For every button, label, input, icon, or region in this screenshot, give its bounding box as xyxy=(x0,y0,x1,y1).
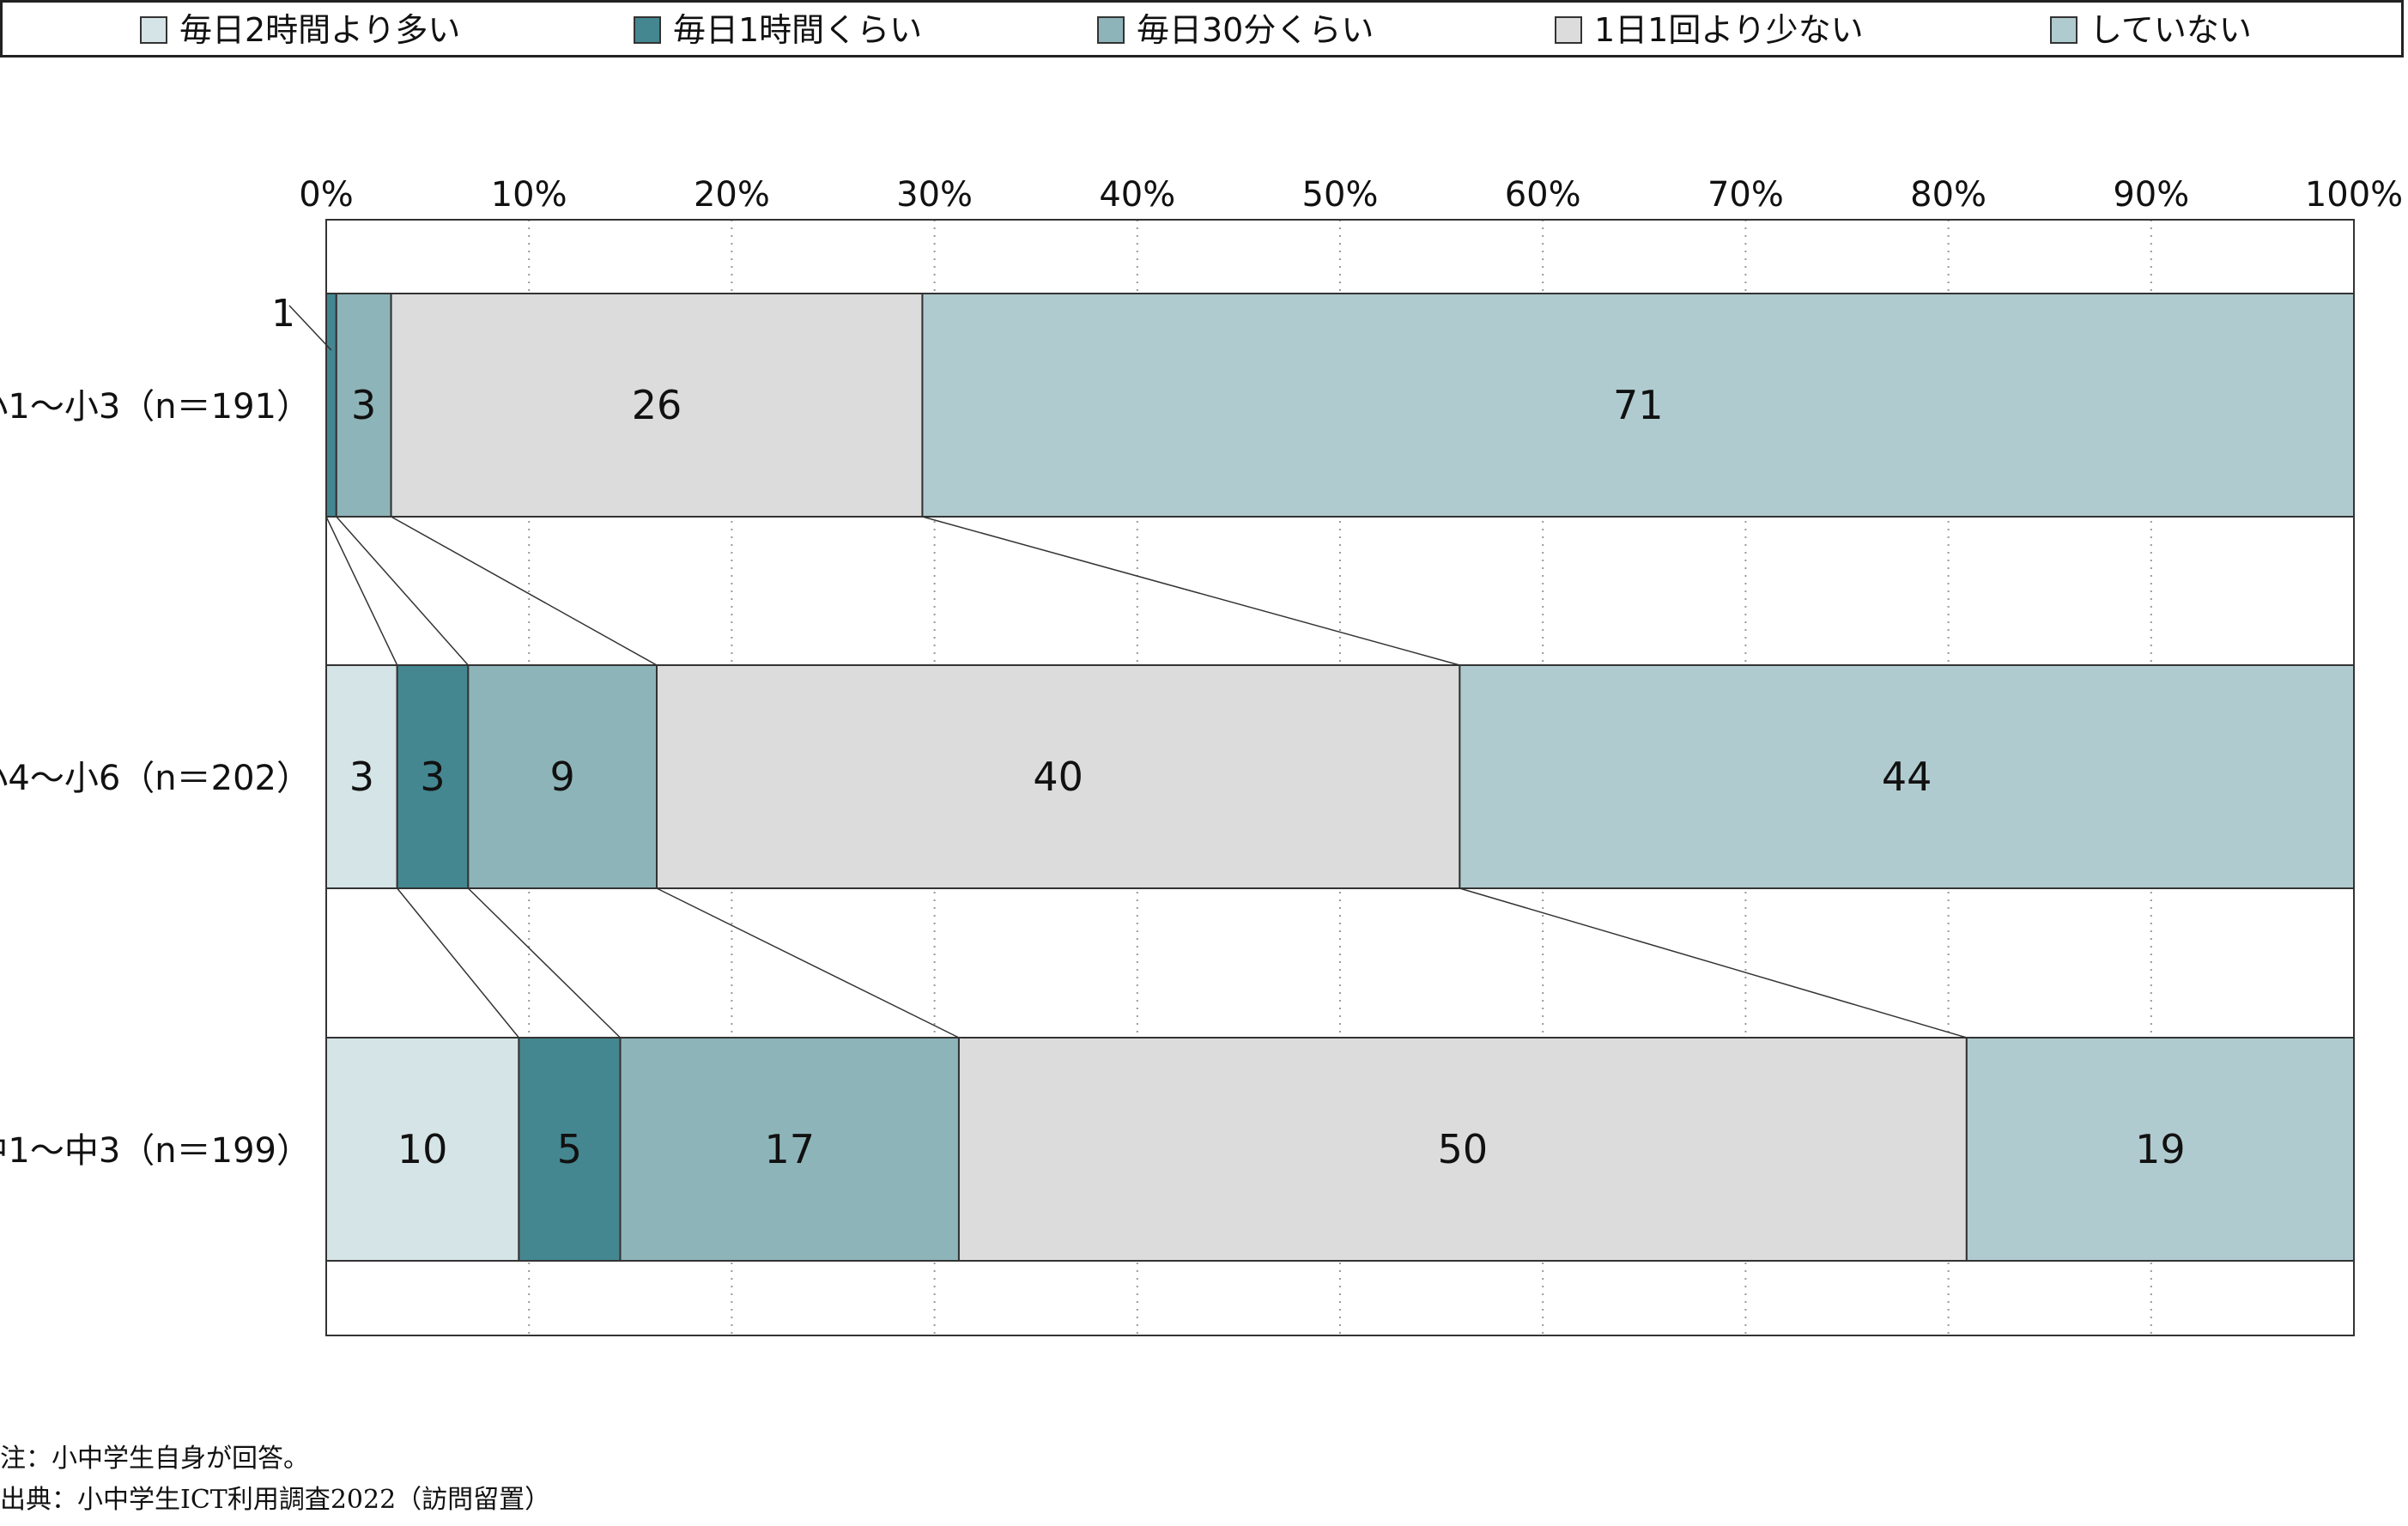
x-tick-label: 70% xyxy=(1707,175,1784,215)
legend-item-about-30min: 毎日30分くらい xyxy=(1097,11,1374,49)
legend-label: 毎日2時間より多い xyxy=(179,11,461,49)
category-label: 小4～小6（n＝202） xyxy=(0,759,311,798)
legend-item-less-than-once: 1日1回より少ない xyxy=(1555,11,1864,49)
data-label: 9 xyxy=(550,754,575,800)
x-tick-label: 80% xyxy=(1910,175,1986,215)
data-label: 40 xyxy=(1033,754,1083,800)
connector-line xyxy=(1459,887,1968,1039)
x-tick-label: 60% xyxy=(1505,175,1581,215)
data-label: 17 xyxy=(764,1126,815,1172)
bar-segment xyxy=(325,664,398,889)
x-axis-tick-labels: 0% 10% 20% 30% 40% 50% 60% 70% 80% 90% 100% xyxy=(299,175,2403,215)
category-label: 小1～小3（n＝191） xyxy=(0,387,311,427)
legend-swatch xyxy=(1097,16,1125,44)
legend-item-not-using: していない xyxy=(2050,11,2252,49)
data-label: 44 xyxy=(1882,754,1932,800)
connector-line xyxy=(391,516,658,666)
legend-swatch xyxy=(1555,16,1582,44)
bar-segment xyxy=(1965,1037,2355,1262)
x-tick-label: 10% xyxy=(491,175,567,215)
legend-item-about-1h: 毎日1時間くらい xyxy=(634,11,922,49)
connector-lines xyxy=(325,516,1968,1039)
connector-line xyxy=(656,887,960,1039)
annotation-label: 1 xyxy=(271,292,295,336)
bar-segment xyxy=(335,293,392,518)
x-tick-label: 20% xyxy=(694,175,770,215)
x-tick-label: 30% xyxy=(896,175,973,215)
plot-frame xyxy=(325,219,2355,1336)
bar-segment xyxy=(656,664,1461,889)
annotations: 1 xyxy=(271,292,332,351)
bar-segment xyxy=(619,1037,960,1262)
data-label: 3 xyxy=(351,382,376,428)
connector-line xyxy=(397,887,519,1039)
source-note: 出典：小中学生ICT利用調査2022（訪問留置） xyxy=(0,1485,551,1515)
legend-swatch xyxy=(140,16,167,44)
legend-label: していない xyxy=(2090,11,2252,49)
bar-segment xyxy=(325,293,337,518)
legend-swatch xyxy=(2050,16,2077,44)
annotation-leader-line xyxy=(288,305,332,351)
data-label: 5 xyxy=(557,1126,582,1172)
connector-line xyxy=(336,516,469,666)
legend: 毎日2時間より多い 毎日1時間くらい 毎日30分くらい 1日1回より少ない して… xyxy=(0,0,2404,58)
bar-segment xyxy=(325,1037,520,1262)
data-label: 3 xyxy=(349,754,374,800)
x-tick-label: 90% xyxy=(2113,175,2189,215)
x-tick-label: 40% xyxy=(1099,175,1175,215)
bar-segment xyxy=(390,293,924,518)
category-label: 中1～中3（n＝199） xyxy=(0,1131,311,1171)
y-axis-category-labels: 小1～小3（n＝191） 小4～小6（n＝202） 中1～中3（n＝199） xyxy=(0,387,311,1171)
data-label: 50 xyxy=(1438,1126,1489,1172)
data-label: 3 xyxy=(420,754,445,800)
connector-line xyxy=(325,516,398,666)
bars xyxy=(325,293,2355,1262)
data-label: 26 xyxy=(632,382,682,428)
data-label: 10 xyxy=(397,1126,448,1172)
data-label: 71 xyxy=(1613,382,1664,428)
bar-segment xyxy=(396,664,470,889)
connector-line xyxy=(922,516,1460,666)
data-label: 19 xyxy=(2135,1126,2186,1172)
bar-segment xyxy=(1459,664,2355,889)
x-tick-label: 50% xyxy=(1302,175,1379,215)
bar-segment xyxy=(921,293,2355,518)
footnote: 注：小中学生自身が回答。 xyxy=(0,1444,309,1474)
bar-segment xyxy=(467,664,658,889)
legend-swatch xyxy=(634,16,661,44)
connector-line xyxy=(467,887,622,1039)
legend-label: 1日1回より少ない xyxy=(1594,11,1864,49)
bar-segment xyxy=(957,1037,1968,1262)
x-tick-label: 0% xyxy=(299,175,353,215)
legend-label: 毎日30分くらい xyxy=(1137,11,1374,49)
bar-segment xyxy=(518,1037,622,1262)
x-tick-label: 100% xyxy=(2305,175,2403,215)
legend-item-over-2h: 毎日2時間より多い xyxy=(140,11,460,49)
legend-label: 毎日1時間くらい xyxy=(673,11,923,49)
